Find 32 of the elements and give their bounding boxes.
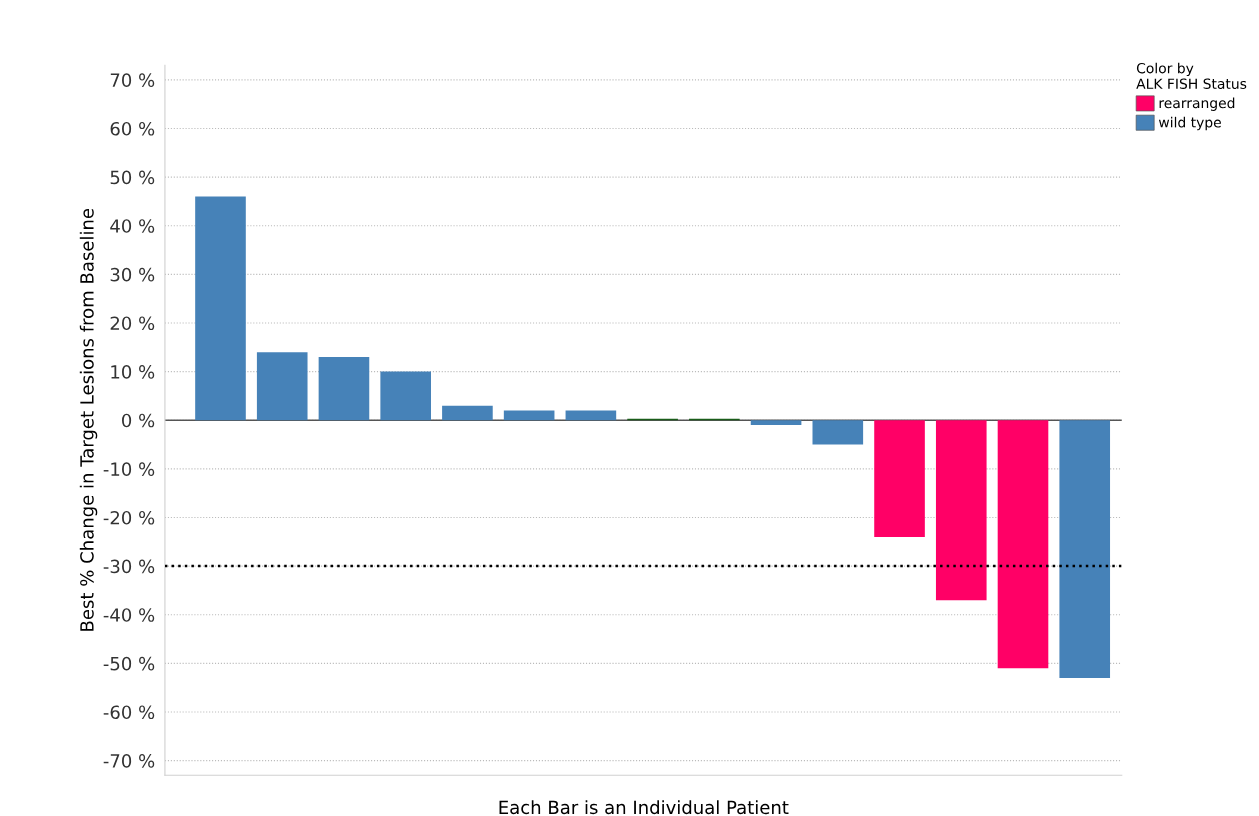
y-tick-label: 70 % xyxy=(110,73,155,87)
bar xyxy=(380,371,431,421)
y-tick-label: 20 % xyxy=(110,316,155,331)
y-tick-label: -10 % xyxy=(103,462,155,476)
bar xyxy=(812,420,864,445)
bar xyxy=(997,420,1049,669)
y-tick-label: -30 % xyxy=(103,559,155,574)
x-axis-title: Each Bar is an Individual Patient xyxy=(499,800,789,815)
bar xyxy=(256,352,308,421)
y-tick-label: 60 % xyxy=(110,121,155,136)
bar xyxy=(442,405,493,421)
bar xyxy=(750,420,802,426)
legend-label: wild type xyxy=(1158,116,1221,131)
bar xyxy=(935,420,987,601)
bar xyxy=(1059,420,1111,678)
y-tick-label: -70 % xyxy=(103,754,155,768)
y-axis-title: Best % Change in Target Lesions from Baseline xyxy=(79,208,98,631)
legend-label: rearranged xyxy=(1159,97,1235,111)
y-tick-label: -60 % xyxy=(103,705,155,720)
bar xyxy=(565,410,617,421)
y-tick-label: 40 % xyxy=(110,219,155,233)
y-tick-label: -40 % xyxy=(103,608,155,622)
y-tick-label: -50 % xyxy=(103,656,155,671)
y-tick-label: 30 % xyxy=(110,267,155,282)
y-tick-label: 0 % xyxy=(122,413,155,428)
bar xyxy=(503,410,555,421)
y-tick-label: 10 % xyxy=(111,365,155,379)
bar xyxy=(195,196,246,421)
bar xyxy=(874,420,925,537)
bar xyxy=(318,357,370,421)
y-tick-label: 50 % xyxy=(110,170,155,185)
y-tick-label: -20 % xyxy=(103,510,155,525)
